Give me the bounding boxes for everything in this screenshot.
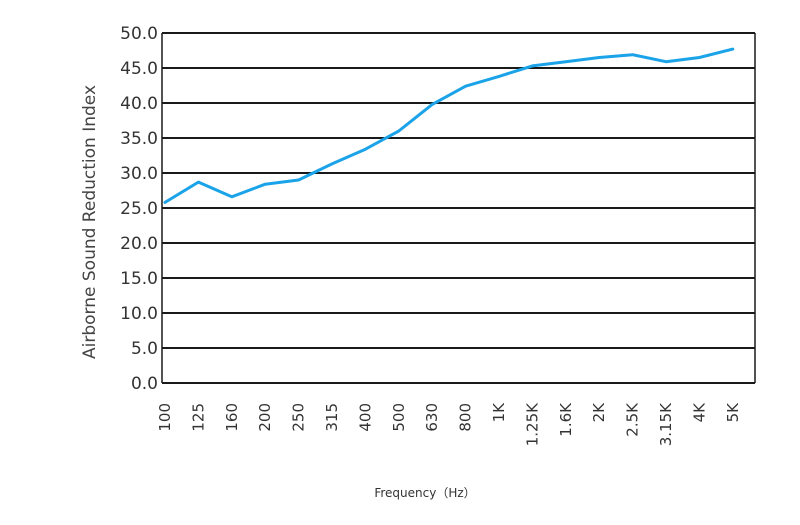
x-tick-label: 125 — [189, 403, 207, 432]
data-point — [464, 85, 467, 88]
x-axis-ticks: 100 125 160 200 250 315 400 500 630 800 1K 1.25K 1.6… — [156, 402, 742, 446]
data-point — [330, 162, 334, 166]
data-point — [497, 75, 501, 78]
x-tick-label: 4K — [690, 402, 708, 423]
y-tick-label: 25.0 — [120, 199, 158, 219]
y-tick-label: 0.0 — [131, 374, 158, 394]
y-tick-label: 30.0 — [120, 164, 158, 184]
x-tick-label: 2K — [590, 402, 608, 423]
data-point — [397, 129, 400, 133]
x-tick-label: 400 — [356, 403, 374, 432]
x-tick-label: 500 — [390, 403, 408, 432]
data-point — [364, 148, 367, 151]
data-point — [664, 60, 668, 63]
x-tick-label: 1.25K — [523, 402, 541, 446]
data-point — [564, 60, 567, 63]
x-tick-label: 5K — [724, 402, 742, 423]
y-tick-label: 10.0 — [120, 304, 158, 324]
data-point — [598, 56, 601, 59]
x-tick-label: 200 — [256, 403, 274, 432]
data-point — [230, 195, 233, 198]
x-tick-label: 1.6K — [557, 402, 575, 437]
data-point — [264, 183, 267, 186]
data-point — [531, 64, 534, 68]
y-tick-label: 50.0 — [120, 24, 158, 44]
y-tick-label: 40.0 — [120, 94, 158, 114]
gridlines — [161, 32, 756, 384]
data-point — [631, 53, 634, 56]
x-tick-label: 800 — [457, 403, 475, 432]
x-tick-label: 250 — [290, 403, 308, 432]
y-axis-label: Airborne Sound Reduction Index — [80, 85, 100, 359]
x-axis-label: Frequency（Hz） — [374, 486, 475, 500]
data-point — [197, 180, 200, 184]
y-axis-ticks: 0.0 5.0 10.0 15.0 20.0 25.0 30.0 35.0 40.0 45.0 50… — [120, 24, 158, 394]
x-tick-label: 160 — [223, 403, 241, 432]
y-tick-label: 5.0 — [131, 339, 158, 359]
data-point — [731, 47, 734, 51]
data-point — [698, 56, 701, 59]
data-point — [163, 201, 167, 204]
x-tick-label: 3.15K — [657, 402, 675, 446]
x-tick-label: 1K — [490, 402, 508, 423]
x-tick-label: 630 — [423, 403, 441, 432]
series-line — [163, 47, 735, 204]
y-tick-label: 15.0 — [120, 269, 158, 289]
x-tick-label: 100 — [156, 403, 174, 432]
y-tick-label: 35.0 — [120, 129, 158, 149]
data-point — [297, 178, 300, 182]
y-tick-label: 45.0 — [120, 59, 158, 79]
y-tick-label: 20.0 — [120, 234, 158, 254]
data-point — [431, 103, 434, 106]
series-layer — [163, 47, 735, 204]
x-tick-label: 315 — [323, 403, 341, 432]
x-tick-label: 2.5K — [624, 402, 642, 437]
